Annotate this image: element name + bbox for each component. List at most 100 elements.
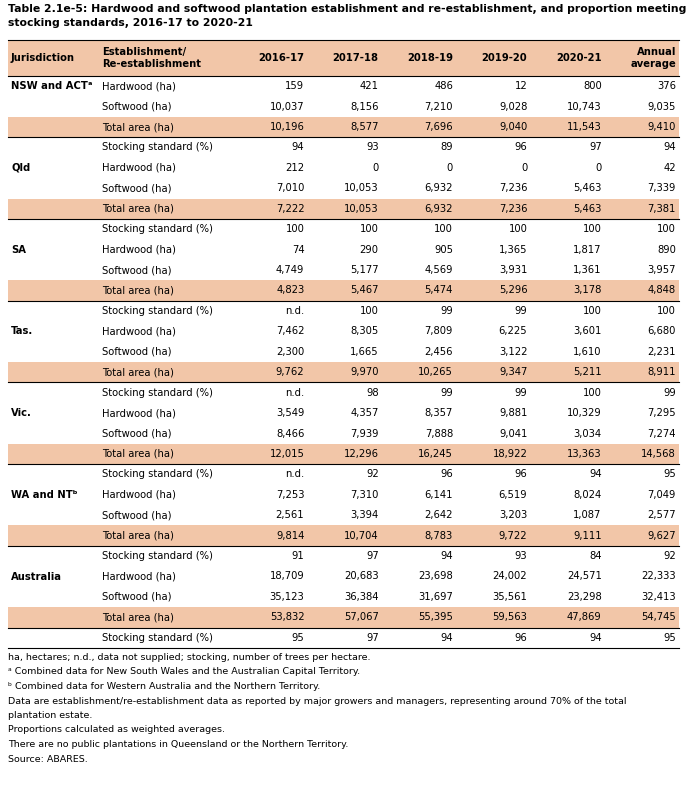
Text: 3,034: 3,034 bbox=[574, 428, 602, 439]
Text: Establishment/
Re-establishment: Establishment/ Re-establishment bbox=[102, 47, 201, 68]
Text: 6,225: 6,225 bbox=[499, 326, 528, 337]
Bar bbox=[8, 362, 679, 382]
Text: ᵃ Combined data for New South Wales and the Australian Capital Territory.: ᵃ Combined data for New South Wales and … bbox=[8, 668, 360, 677]
Text: 18,922: 18,922 bbox=[493, 449, 528, 459]
Text: 7,236: 7,236 bbox=[499, 183, 528, 193]
Text: Total area (ha): Total area (ha) bbox=[102, 612, 174, 622]
Text: Stocking standard (%): Stocking standard (%) bbox=[102, 551, 213, 561]
Text: ᵇ Combined data for Western Australia and the Northern Territory.: ᵇ Combined data for Western Australia an… bbox=[8, 682, 320, 691]
Text: 8,156: 8,156 bbox=[350, 102, 379, 111]
Text: Vic.: Vic. bbox=[11, 408, 32, 418]
Text: 10,053: 10,053 bbox=[344, 183, 379, 193]
Text: Softwood (ha): Softwood (ha) bbox=[102, 265, 171, 275]
Text: 97: 97 bbox=[366, 551, 379, 561]
Text: 2,300: 2,300 bbox=[276, 347, 304, 357]
Text: 8,577: 8,577 bbox=[350, 122, 379, 132]
Text: 376: 376 bbox=[657, 81, 676, 92]
Text: 18,709: 18,709 bbox=[269, 572, 304, 582]
Text: 8,357: 8,357 bbox=[425, 408, 453, 418]
Text: 0: 0 bbox=[372, 163, 379, 173]
Text: 3,178: 3,178 bbox=[573, 286, 602, 295]
Text: 3,601: 3,601 bbox=[573, 326, 602, 337]
Text: Stocking standard (%): Stocking standard (%) bbox=[102, 388, 213, 398]
Text: 42: 42 bbox=[664, 163, 676, 173]
Text: Softwood (ha): Softwood (ha) bbox=[102, 347, 171, 357]
Text: 7,253: 7,253 bbox=[276, 490, 304, 500]
Text: 5,467: 5,467 bbox=[350, 286, 379, 295]
Text: 100: 100 bbox=[360, 224, 379, 234]
Text: 47,869: 47,869 bbox=[567, 612, 602, 622]
Text: 10,053: 10,053 bbox=[344, 204, 379, 214]
Text: Total area (ha): Total area (ha) bbox=[102, 449, 174, 459]
Text: Stocking standard (%): Stocking standard (%) bbox=[102, 470, 213, 479]
Text: There are no public plantations in Queensland or the Northern Territory.: There are no public plantations in Queen… bbox=[8, 740, 348, 749]
Text: 8,305: 8,305 bbox=[350, 326, 379, 337]
Bar bbox=[8, 443, 679, 464]
Text: 4,848: 4,848 bbox=[648, 286, 676, 295]
Text: 23,698: 23,698 bbox=[418, 572, 453, 582]
Text: Data are establishment/re-establishment data as reported by major growers and ma: Data are establishment/re-establishment … bbox=[8, 696, 627, 705]
Text: 8,911: 8,911 bbox=[648, 367, 676, 377]
Text: 95: 95 bbox=[291, 633, 304, 643]
Text: 100: 100 bbox=[286, 224, 304, 234]
Text: 5,211: 5,211 bbox=[573, 367, 602, 377]
Text: 9,347: 9,347 bbox=[499, 367, 528, 377]
Text: NSW and ACTᵃ: NSW and ACTᵃ bbox=[11, 81, 92, 92]
Text: 97: 97 bbox=[589, 142, 602, 153]
Text: 3,549: 3,549 bbox=[276, 408, 304, 418]
Text: 0: 0 bbox=[521, 163, 528, 173]
Text: 91: 91 bbox=[291, 551, 304, 561]
Text: 53,832: 53,832 bbox=[270, 612, 304, 622]
Text: ha, hectares; n.d., data not supplied; stocking, number of trees per hectare.: ha, hectares; n.d., data not supplied; s… bbox=[8, 653, 370, 662]
Text: Stocking standard (%): Stocking standard (%) bbox=[102, 306, 213, 316]
Text: 4,357: 4,357 bbox=[350, 408, 379, 418]
Text: 7,210: 7,210 bbox=[425, 102, 453, 111]
Text: Hardwood (ha): Hardwood (ha) bbox=[102, 81, 176, 92]
Text: 1,365: 1,365 bbox=[499, 244, 528, 255]
Text: 7,939: 7,939 bbox=[350, 428, 379, 439]
Text: 7,381: 7,381 bbox=[648, 204, 676, 214]
Text: 0: 0 bbox=[447, 163, 453, 173]
Text: 24,002: 24,002 bbox=[493, 572, 528, 582]
Text: Annual
average: Annual average bbox=[630, 47, 676, 68]
Text: 10,196: 10,196 bbox=[269, 122, 304, 132]
Text: Hardwood (ha): Hardwood (ha) bbox=[102, 163, 176, 173]
Text: 98: 98 bbox=[366, 388, 379, 398]
Text: n.d.: n.d. bbox=[285, 470, 304, 479]
Text: 2,561: 2,561 bbox=[275, 510, 304, 521]
Text: 890: 890 bbox=[657, 244, 676, 255]
Text: 92: 92 bbox=[663, 551, 676, 561]
Text: 7,310: 7,310 bbox=[350, 490, 379, 500]
Text: 7,222: 7,222 bbox=[275, 204, 304, 214]
Text: 2019-20: 2019-20 bbox=[482, 53, 528, 63]
Text: 9,035: 9,035 bbox=[648, 102, 676, 111]
Text: 20,683: 20,683 bbox=[344, 572, 379, 582]
Text: n.d.: n.d. bbox=[285, 388, 304, 398]
Text: 212: 212 bbox=[285, 163, 304, 173]
Text: 2,456: 2,456 bbox=[425, 347, 453, 357]
Text: 100: 100 bbox=[434, 224, 453, 234]
Text: Softwood (ha): Softwood (ha) bbox=[102, 592, 171, 602]
Text: Hardwood (ha): Hardwood (ha) bbox=[102, 490, 176, 500]
Text: Softwood (ha): Softwood (ha) bbox=[102, 183, 171, 193]
Text: 3,394: 3,394 bbox=[350, 510, 379, 521]
Text: n.d.: n.d. bbox=[285, 306, 304, 316]
Text: stocking standards, 2016-17 to 2020-21: stocking standards, 2016-17 to 2020-21 bbox=[8, 18, 253, 28]
Text: 10,329: 10,329 bbox=[567, 408, 602, 418]
Text: 7,274: 7,274 bbox=[648, 428, 676, 439]
Text: 35,561: 35,561 bbox=[493, 592, 528, 602]
Text: 94: 94 bbox=[664, 142, 676, 153]
Text: 11,543: 11,543 bbox=[567, 122, 602, 132]
Text: Softwood (ha): Softwood (ha) bbox=[102, 428, 171, 439]
Text: Jurisdiction: Jurisdiction bbox=[11, 53, 75, 63]
Text: 92: 92 bbox=[366, 470, 379, 479]
Text: 6,680: 6,680 bbox=[648, 326, 676, 337]
Text: 99: 99 bbox=[515, 388, 528, 398]
Text: 6,141: 6,141 bbox=[425, 490, 453, 500]
Text: Proportions calculated as weighted averages.: Proportions calculated as weighted avera… bbox=[8, 725, 225, 735]
Text: 14,568: 14,568 bbox=[641, 449, 676, 459]
Text: Hardwood (ha): Hardwood (ha) bbox=[102, 572, 176, 582]
Text: WA and NTᵇ: WA and NTᵇ bbox=[11, 490, 78, 500]
Text: Softwood (ha): Softwood (ha) bbox=[102, 102, 171, 111]
Text: 36,384: 36,384 bbox=[344, 592, 379, 602]
